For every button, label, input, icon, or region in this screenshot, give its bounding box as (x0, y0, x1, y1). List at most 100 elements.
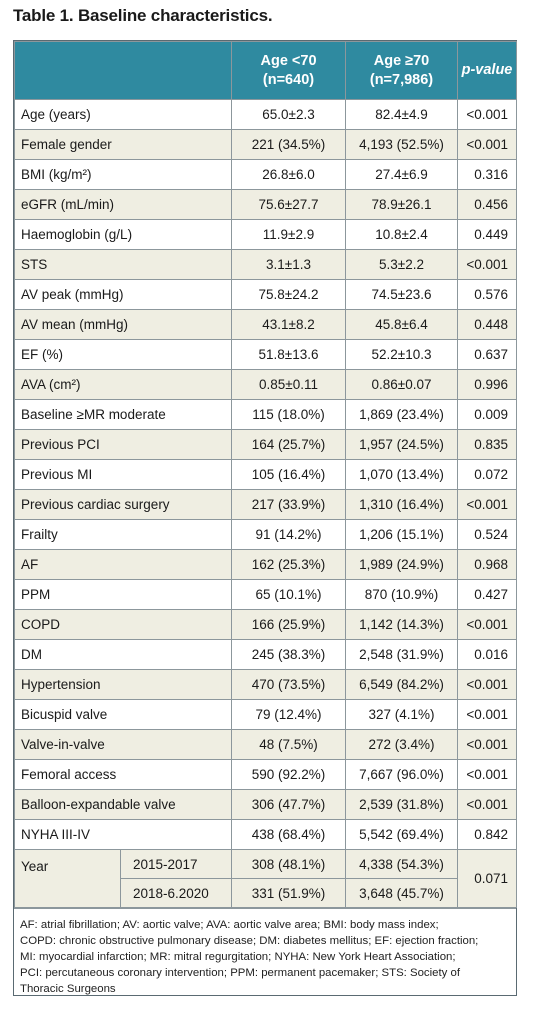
table-row: COPD 166 (25.9%) 1,142 (14.3%) <0.001 (14, 609, 517, 640)
table-row: Age (years) 65.0±2.3 82.4±4.9 <0.001 (14, 99, 517, 130)
table-row: Baseline ≥MR moderate 115 (18.0%) 1,869 (2… (14, 399, 517, 430)
table-body: Age (years) 65.0±2.3 82.4±4.9 <0.001 Female … (14, 99, 517, 908)
value-age-under-70: 331 (51.9%) (231, 878, 346, 908)
table-row-year: 2018-6.2020 331 (51.9%) 3,648 (45.7%) (15, 878, 517, 908)
value-age-70-plus: 10.8±2.4 (345, 219, 458, 250)
row-label: Femoral access (14, 759, 232, 790)
table-row: Previous MI 105 (16.4%) 1,070 (13.4%) 0.072 (14, 459, 517, 490)
header-age-under-70: Age <70 (n=640) (231, 41, 346, 100)
value-age-under-70: 105 (16.4%) (231, 459, 346, 490)
p-value: 0.448 (457, 309, 517, 340)
row-label: Bicuspid valve (14, 699, 232, 730)
row-label: AV mean (mmHg) (14, 309, 232, 340)
table-row: DM 245 (38.3%) 2,548 (31.9%) 0.016 (14, 639, 517, 670)
row-label: Frailty (14, 519, 232, 550)
p-value: <0.001 (457, 609, 517, 640)
value-age-under-70: 79 (12.4%) (231, 699, 346, 730)
header-blank-cell (14, 41, 232, 100)
value-age-under-70: 43.1±8.2 (231, 309, 346, 340)
table-row: Femoral access 590 (92.2%) 7,667 (96.0%) <0… (14, 759, 517, 790)
value-age-under-70: 306 (47.7%) (231, 789, 346, 820)
table-row: Bicuspid valve 79 (12.4%) 327 (4.1%) <0.001 (14, 699, 517, 730)
value-age-under-70: 11.9±2.9 (231, 219, 346, 250)
row-label: PPM (14, 579, 232, 610)
row-label: Hypertension (14, 669, 232, 700)
value-age-under-70: 308 (48.1%) (231, 849, 346, 879)
value-age-under-70: 65.0±2.3 (231, 99, 346, 130)
value-age-70-plus: 6,549 (84.2%) (345, 669, 458, 700)
p-value: <0.001 (457, 129, 517, 160)
table-row: EF (%) 51.8±13.6 52.2±10.3 0.637 (14, 339, 517, 370)
value-age-70-plus: 4,338 (54.3%) (345, 849, 458, 879)
header-age-70-plus-line2: (n=7,986) (369, 71, 434, 88)
p-value: <0.001 (457, 699, 517, 730)
value-age-under-70: 48 (7.5%) (231, 729, 346, 760)
row-label: STS (14, 249, 232, 280)
p-value: 0.427 (457, 579, 517, 610)
table-row: PPM 65 (10.1%) 870 (10.9%) 0.427 (14, 579, 517, 610)
year-range-label: 2018-6.2020 (120, 878, 232, 908)
row-label: DM (14, 639, 232, 670)
value-age-under-70: 470 (73.5%) (231, 669, 346, 700)
value-age-70-plus: 327 (4.1%) (345, 699, 458, 730)
value-age-70-plus: 3,648 (45.7%) (345, 878, 458, 908)
p-value: 0.016 (457, 639, 517, 670)
value-age-under-70: 162 (25.3%) (231, 549, 346, 580)
p-value: 0.996 (457, 369, 517, 400)
table-row: Hypertension 470 (73.5%) 6,549 (84.2%) <0.0… (14, 669, 517, 700)
value-age-under-70: 438 (68.4%) (231, 819, 346, 850)
header-row: Age <70 (n=640) Age ≥70 (n=7,986) p-valu… (14, 41, 517, 100)
table-row: AV peak (mmHg) 75.8±24.2 74.5±23.6 0.576 (14, 279, 517, 310)
value-age-70-plus: 52.2±10.3 (345, 339, 458, 370)
value-age-under-70: 221 (34.5%) (231, 129, 346, 160)
table-row: AVA (cm²) 0.85±0.11 0.86±0.07 0.996 (14, 369, 517, 400)
value-age-70-plus: 1,869 (23.4%) (345, 399, 458, 430)
row-label: Baseline ≥MR moderate (14, 399, 232, 430)
value-age-70-plus: 78.9±26.1 (345, 189, 458, 220)
baseline-table: Age <70 (n=640) Age ≥70 (n=7,986) p-valu… (14, 41, 517, 908)
table-row: BMI (kg/m²) 26.8±6.0 27.4±6.9 0.316 (14, 159, 517, 190)
p-value: 0.316 (457, 159, 517, 190)
row-label: Valve-in-valve (14, 729, 232, 760)
value-age-under-70: 26.8±6.0 (231, 159, 346, 190)
value-age-under-70: 75.8±24.2 (231, 279, 346, 310)
table-title: Table 1. Baseline characteristics. (13, 6, 273, 25)
table-row: STS 3.1±1.3 5.3±2.2 <0.001 (14, 249, 517, 280)
row-label: eGFR (mL/min) (14, 189, 232, 220)
p-value: 0.449 (457, 219, 517, 250)
table-row: Previous PCI 164 (25.7%) 1,957 (24.5%) 0.83… (14, 429, 517, 460)
table-row: Previous cardiac surgery 217 (33.9%) 1,310… (14, 489, 517, 520)
value-age-70-plus: 1,310 (16.4%) (345, 489, 458, 520)
value-age-70-plus: 5,542 (69.4%) (345, 819, 458, 850)
row-label: Female gender (14, 129, 232, 160)
table-row: AF 162 (25.3%) 1,989 (24.9%) 0.968 (14, 549, 517, 580)
value-age-under-70: 164 (25.7%) (231, 429, 346, 460)
row-label: BMI (kg/m²) (14, 159, 232, 190)
row-label: NYHA III-IV (14, 819, 232, 850)
row-label: AVA (cm²) (14, 369, 232, 400)
table-frame: Age <70 (n=640) Age ≥70 (n=7,986) p-valu… (13, 40, 517, 996)
row-label: Balloon-expandable valve (14, 789, 232, 820)
value-age-under-70: 115 (18.0%) (231, 399, 346, 430)
p-value: <0.001 (457, 759, 517, 790)
p-value: 0.524 (457, 519, 517, 550)
value-age-70-plus: 1,206 (15.1%) (345, 519, 458, 550)
value-age-70-plus: 45.8±6.4 (345, 309, 458, 340)
p-value: <0.001 (457, 99, 517, 130)
table-row: AV mean (mmHg) 43.1±8.2 45.8±6.4 0.448 (14, 309, 517, 340)
value-age-70-plus: 1,957 (24.5%) (345, 429, 458, 460)
p-value: 0.009 (457, 399, 517, 430)
value-age-under-70: 65 (10.1%) (231, 579, 346, 610)
p-value: 0.637 (457, 339, 517, 370)
value-age-under-70: 590 (92.2%) (231, 759, 346, 790)
row-label: AF (14, 549, 232, 580)
year-range-label: 2015-2017 (120, 849, 232, 879)
value-age-70-plus: 870 (10.9%) (345, 579, 458, 610)
p-value: <0.001 (457, 489, 517, 520)
year-label: Year (14, 849, 121, 908)
table-row: Frailty 91 (14.2%) 1,206 (15.1%) 0.524 (14, 519, 517, 550)
value-age-70-plus: 4,193 (52.5%) (345, 129, 458, 160)
p-value: <0.001 (457, 669, 517, 700)
value-age-under-70: 166 (25.9%) (231, 609, 346, 640)
value-age-under-70: 51.8±13.6 (231, 339, 346, 370)
